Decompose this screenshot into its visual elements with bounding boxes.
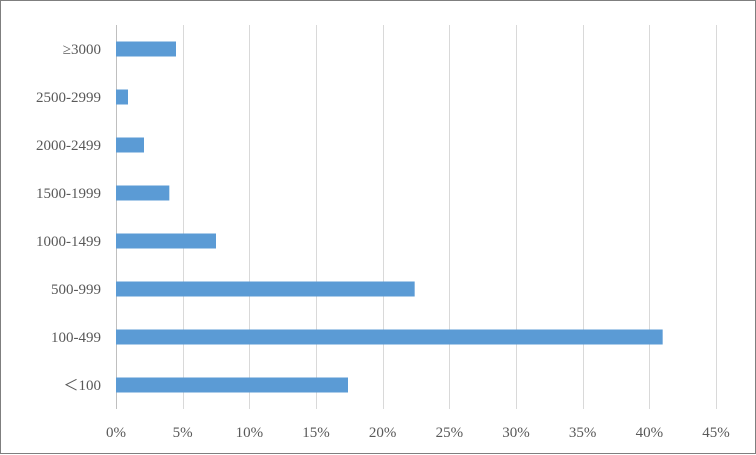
x-tick-label: 35%: [569, 425, 597, 441]
bar: [116, 185, 170, 201]
category-label: 1500-1999: [36, 186, 101, 202]
x-tick-label: 25%: [436, 425, 464, 441]
category-label: ＜100: [63, 378, 101, 394]
category-label: 2500-2999: [36, 90, 101, 106]
bar: [116, 281, 415, 297]
category-label: 1000-1499: [36, 234, 101, 250]
x-tick-label: 20%: [369, 425, 397, 441]
bars: [116, 41, 663, 393]
y-axis-category-labels: ≥3000 2500-2999 2000-2499 1500-1999 1000-149…: [36, 42, 101, 394]
gridlines: [116, 25, 717, 409]
x-axis-tick-labels: 0% 5% 10% 15% 20% 25% 30% 35% 40% 45%: [106, 425, 730, 441]
category-label: 2000-2499: [36, 138, 101, 154]
x-tick-label: 0%: [106, 425, 126, 441]
category-label: 500-999: [51, 282, 101, 298]
x-tick-label: 5%: [173, 425, 193, 441]
bar: [116, 41, 176, 57]
x-tick-label: 10%: [236, 425, 264, 441]
x-tick-label: 45%: [702, 425, 730, 441]
bar: [116, 137, 144, 153]
bar: [116, 329, 663, 345]
x-tick-label: 15%: [302, 425, 330, 441]
bar: [116, 377, 348, 393]
bar: [116, 233, 216, 249]
category-label: ≥3000: [63, 42, 101, 58]
bar: [116, 89, 128, 105]
x-tick-label: 40%: [636, 425, 664, 441]
x-tick-label: 30%: [502, 425, 530, 441]
category-label: 100-499: [51, 330, 101, 346]
